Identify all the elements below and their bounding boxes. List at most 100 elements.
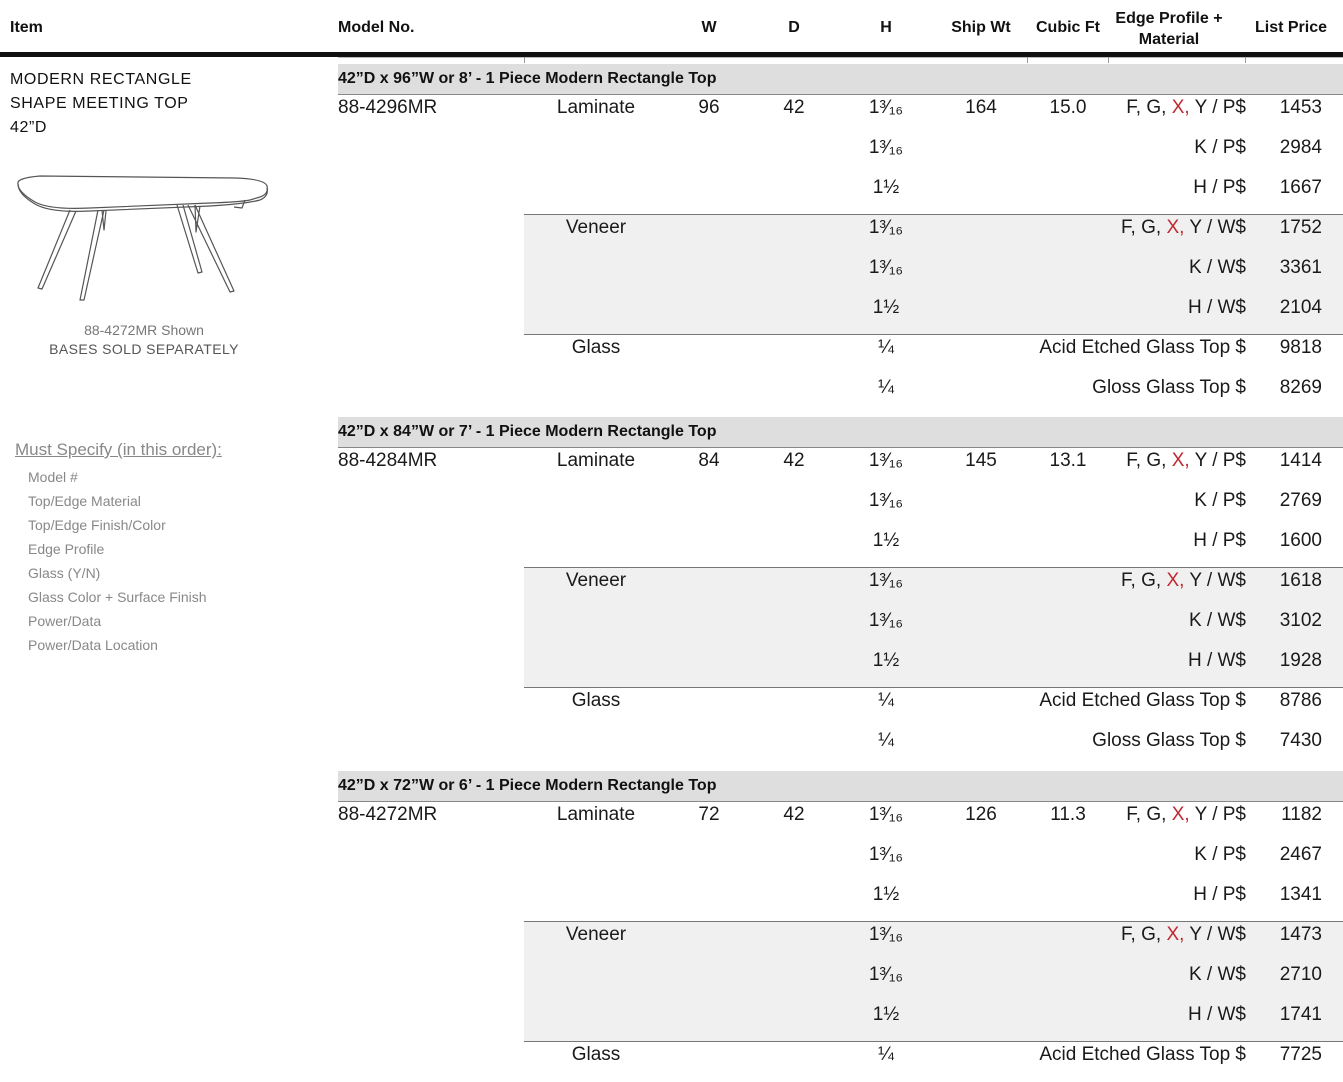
edge-profile: H / P$	[1193, 175, 1246, 201]
header-d: D	[788, 19, 800, 36]
product-title-line: MODERN RECTANGLE	[10, 71, 192, 88]
list-price: 7725	[1279, 1044, 1322, 1065]
depth-value: 42	[783, 450, 805, 471]
height-value: 1³⁄₁₆	[868, 490, 904, 511]
model-number: 88-4272MR	[338, 804, 438, 825]
table-illustration	[17, 175, 268, 301]
bases-note: BASES SOLD SEPARATELY	[49, 341, 239, 357]
row-separator	[524, 334, 1343, 335]
edge-option-highlight: X,	[1166, 924, 1185, 945]
header-h: H	[880, 19, 892, 36]
specify-item: Top/Edge Material	[28, 493, 141, 509]
edge-material: H / P$	[1193, 177, 1246, 198]
row-separator	[524, 687, 1343, 688]
list-price: 2984	[1279, 137, 1322, 158]
edge-material: H / W$	[1187, 297, 1246, 318]
image-caption: 88-4272MR Shown	[84, 322, 204, 338]
product-title-line: SHAPE MEETING TOP	[10, 95, 189, 112]
row-separator	[524, 567, 1343, 568]
list-price: 1414	[1279, 450, 1322, 471]
list-price: 3361	[1279, 257, 1322, 278]
edge-profile: K / P$	[1194, 135, 1246, 161]
edge-profile: Acid Etched Glass Top $	[1039, 688, 1246, 714]
ship-weight: 145	[965, 450, 997, 471]
veneer-shading	[524, 922, 1343, 1042]
row-separator	[524, 214, 1343, 215]
must-specify-list: Model # Top/Edge Material Top/Edge Finis…	[28, 465, 207, 657]
edge-profile: H / P$	[1193, 528, 1246, 554]
height-value: 1½	[872, 1004, 900, 1025]
must-specify-link[interactable]: Must Specify (in this order):	[15, 440, 222, 459]
material-label: Laminate	[556, 804, 636, 825]
edge-profile: H / W$	[1188, 295, 1246, 321]
material-label: Glass	[571, 690, 621, 711]
list-price: 2769	[1279, 490, 1322, 511]
row-separator	[524, 1041, 1343, 1042]
list-price: 3102	[1279, 610, 1322, 631]
group-title: 42”D x 96”W or 8’ - 1 Piece Modern Recta…	[338, 70, 717, 87]
edge-options: F, G,	[1126, 97, 1172, 118]
list-price: 1667	[1279, 177, 1322, 198]
edge-profile: K / P$	[1194, 842, 1246, 868]
ship-weight: 164	[965, 97, 997, 118]
list-price: 1618	[1279, 570, 1322, 591]
edge-options: F, G,	[1121, 570, 1167, 591]
veneer-shading	[524, 568, 1343, 688]
edge-profile: F, G, X, Y / W$	[1121, 568, 1246, 594]
edge-profile: Gloss Glass Top $	[1092, 375, 1246, 401]
list-price: 1473	[1279, 924, 1322, 945]
edge-options: F, G,	[1126, 450, 1172, 471]
edge-profile: Gloss Glass Top $	[1092, 728, 1246, 754]
model-number: 88-4284MR	[338, 450, 438, 471]
material-label: Laminate	[556, 450, 636, 471]
depth-value: 42	[783, 804, 805, 825]
header-cubic-ft: Cubic Ft	[1036, 19, 1100, 36]
edge-options: F, G,	[1121, 217, 1167, 238]
specify-item: Model #	[28, 469, 78, 485]
edge-profile: K / P$	[1194, 488, 1246, 514]
price-group: 42”D x 96”W or 8’ - 1 Piece Modern Recta…	[0, 64, 1343, 415]
height-value: 1³⁄₁₆	[868, 570, 904, 591]
group-title: 42”D x 72”W or 6’ - 1 Piece Modern Recta…	[338, 777, 717, 794]
material-label: Veneer	[565, 924, 627, 945]
header-tick	[1108, 57, 1109, 63]
edge-profile: F, G, X, Y / W$	[1121, 215, 1246, 241]
edge-material: Y / P$	[1189, 450, 1246, 471]
header-list-price: List Price	[1254, 19, 1328, 36]
edge-option-highlight: X,	[1166, 217, 1185, 238]
edge-material: K / P$	[1194, 844, 1246, 865]
height-value: 1½	[872, 650, 900, 671]
edge-material: Gloss Glass Top $	[1092, 730, 1246, 751]
group-title: 42”D x 84”W or 7’ - 1 Piece Modern Recta…	[338, 423, 717, 440]
header-model: Model No.	[338, 19, 415, 36]
edge-material: H / W$	[1187, 650, 1246, 671]
height-value: 1³⁄₁₆	[868, 844, 904, 865]
edge-profile: F, G, X, Y / P$	[1126, 802, 1246, 828]
specify-item: Top/Edge Finish/Color	[28, 517, 166, 533]
cubic-feet: 15.0	[1049, 97, 1087, 118]
height-value: ¼	[878, 377, 894, 398]
edge-material: Acid Etched Glass Top $	[1039, 690, 1246, 711]
material-label: Veneer	[565, 217, 627, 238]
list-price: 1741	[1279, 1004, 1322, 1025]
height-value: ¼	[878, 690, 894, 711]
edge-profile: K / W$	[1189, 255, 1246, 281]
specify-item: Edge Profile	[28, 541, 105, 557]
edge-material: Y / W$	[1184, 924, 1246, 945]
edge-profile: H / W$	[1188, 648, 1246, 674]
edge-options: F, G,	[1126, 804, 1172, 825]
width-value: 72	[698, 804, 720, 825]
product-title: MODERN RECTANGLE SHAPE MEETING TOP 42”D	[10, 68, 192, 140]
edge-profile: F, G, X, Y / W$	[1121, 922, 1246, 948]
edge-material: H / P$	[1193, 884, 1246, 905]
header-ship-wt: Ship Wt	[951, 19, 1011, 36]
width-value: 84	[698, 450, 720, 471]
edge-material: Y / P$	[1189, 804, 1246, 825]
ship-weight: 126	[965, 804, 997, 825]
group-header: 42”D x 96”W or 8’ - 1 Piece Modern Recta…	[338, 64, 1343, 95]
height-value: 1³⁄₁₆	[868, 924, 904, 945]
edge-option-highlight: X,	[1171, 97, 1190, 118]
header-subrule	[338, 57, 1343, 58]
price-group: 42”D x 84”W or 7’ - 1 Piece Modern Recta…	[0, 417, 1343, 768]
list-price: 2104	[1279, 297, 1322, 318]
